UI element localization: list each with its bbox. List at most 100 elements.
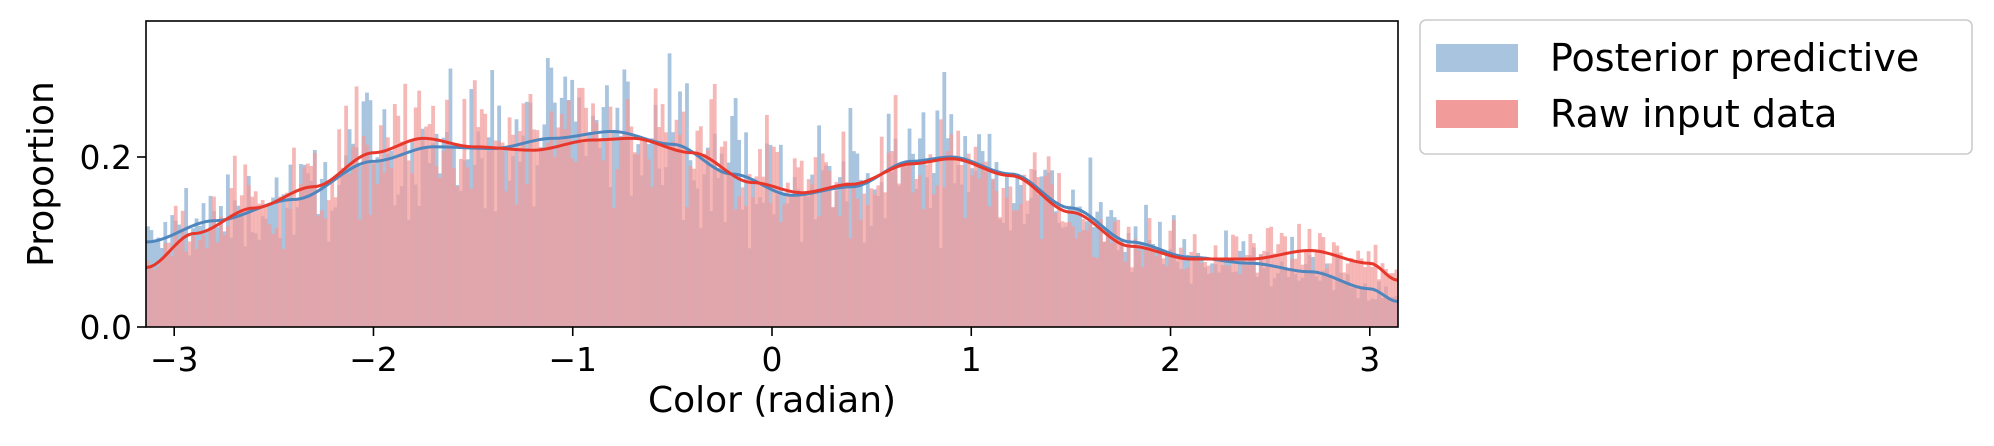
- legend-label-raw: Raw input data: [1550, 92, 1837, 136]
- histogram-bar: [692, 168, 696, 327]
- histogram-bar: [205, 248, 209, 327]
- histogram-bar: [382, 172, 387, 327]
- histogram-bar: [389, 167, 394, 327]
- histogram-bar: [994, 191, 999, 327]
- histogram-bar: [518, 131, 522, 327]
- histogram-bar: [587, 141, 592, 327]
- histogram-bar: [545, 143, 550, 327]
- histogram-bar: [316, 216, 321, 327]
- histogram-bar: [1175, 259, 1180, 327]
- histogram-bar: [747, 174, 752, 327]
- histogram-bar: [1297, 223, 1301, 327]
- histogram-bar: [584, 107, 588, 327]
- histogram-bar: [636, 154, 641, 327]
- y-axis: 0.0 0.2: [80, 138, 146, 347]
- histogram-bar: [476, 127, 481, 327]
- histogram-bar: [1217, 261, 1221, 327]
- histogram-bar: [222, 235, 227, 327]
- histogram-bar: [1071, 226, 1075, 327]
- histogram-bar: [751, 197, 755, 327]
- histogram-bar: [246, 185, 251, 327]
- histogram-bar: [862, 193, 867, 327]
- histogram-bar: [448, 146, 453, 327]
- histogram-bar: [1199, 262, 1204, 327]
- histogram-bar: [973, 146, 978, 327]
- histogram-bar: [1005, 197, 1009, 327]
- histogram-bar: [264, 205, 269, 327]
- histogram-bar: [403, 83, 408, 327]
- histogram-bar: [1251, 243, 1256, 327]
- histogram-bar: [1109, 242, 1114, 327]
- histogram-bar: [566, 100, 571, 327]
- histogram-bar: [1241, 259, 1246, 327]
- histogram-bar: [904, 161, 908, 327]
- histogram-bar: [601, 160, 606, 327]
- histogram-bar: [159, 259, 164, 327]
- histogram-bar: [1359, 258, 1364, 327]
- histogram-bar: [730, 177, 735, 327]
- histogram-bar: [1342, 272, 1347, 327]
- histogram-bar: [511, 134, 515, 327]
- histogram-bar: [1161, 258, 1166, 327]
- density-line-series-0: [145, 130, 1399, 303]
- histogram-bar: [1060, 221, 1065, 327]
- histogram-bar: [375, 183, 380, 327]
- histogram-bar: [1144, 247, 1148, 327]
- histogram-bar: [1151, 250, 1155, 327]
- histogram-bar: [778, 222, 783, 327]
- histogram-bar: [719, 146, 724, 327]
- histogram-bar: [966, 153, 971, 327]
- histogram-bar: [897, 183, 901, 327]
- histogram-bar: [549, 111, 554, 327]
- legend: Posterior predictive Raw input data: [1419, 19, 1973, 155]
- histogram-bar: [1067, 221, 1072, 327]
- histogram-bar: [577, 87, 582, 327]
- histogram-bar: [1286, 268, 1291, 327]
- histogram-bar: [497, 141, 502, 327]
- histogram-bar: [605, 140, 609, 327]
- histogram-bar: [528, 94, 533, 327]
- histogram-bar: [1363, 267, 1367, 327]
- histogram-bar: [1185, 267, 1190, 327]
- histogram-bar: [893, 95, 898, 327]
- histogram-bar: [434, 166, 439, 327]
- histogram-bar: [799, 160, 804, 327]
- histogram-bar: [977, 178, 981, 327]
- histogram-bar: [935, 185, 940, 327]
- histogram-bar: [594, 122, 599, 327]
- histogram-bar: [180, 210, 185, 327]
- x-tick-label: 2: [1160, 340, 1181, 379]
- histogram-bar: [907, 162, 912, 327]
- histogram-bar: [671, 141, 675, 327]
- histogram-bar: [925, 164, 929, 327]
- histogram-bar: [278, 196, 282, 327]
- histogram-bar: [921, 209, 926, 327]
- histogram-bar: [354, 86, 359, 327]
- histogram-bar: [664, 132, 668, 327]
- histogram-bar: [1265, 228, 1270, 327]
- histogram-bar: [1036, 177, 1041, 327]
- x-tick-label: 3: [1359, 340, 1380, 379]
- histogram-bar: [452, 168, 456, 327]
- histogram-bar: [344, 105, 349, 328]
- histogram-bar: [462, 98, 467, 328]
- histogram-bar: [959, 164, 964, 327]
- histogram-bar: [1352, 260, 1357, 327]
- histogram-bar: [302, 167, 307, 327]
- histogram-bar: [810, 184, 815, 327]
- histogram-bar: [563, 129, 568, 327]
- histogram-bar: [1091, 256, 1096, 327]
- histogram-bar: [472, 80, 477, 327]
- histogram-bar: [260, 200, 265, 327]
- histogram-bar: [368, 100, 373, 327]
- histogram-bar: [956, 130, 961, 327]
- histogram-bar: [1043, 175, 1048, 327]
- histogram-bar: [1300, 264, 1305, 327]
- histogram-bar: [1095, 257, 1100, 327]
- histogram-bar: [1227, 265, 1232, 327]
- histogram-bar: [1304, 251, 1308, 327]
- histogram-bar: [1001, 187, 1006, 327]
- histogram-bar: [552, 156, 557, 327]
- histogram-bar: [900, 162, 905, 327]
- histogram-bar: [1098, 219, 1103, 327]
